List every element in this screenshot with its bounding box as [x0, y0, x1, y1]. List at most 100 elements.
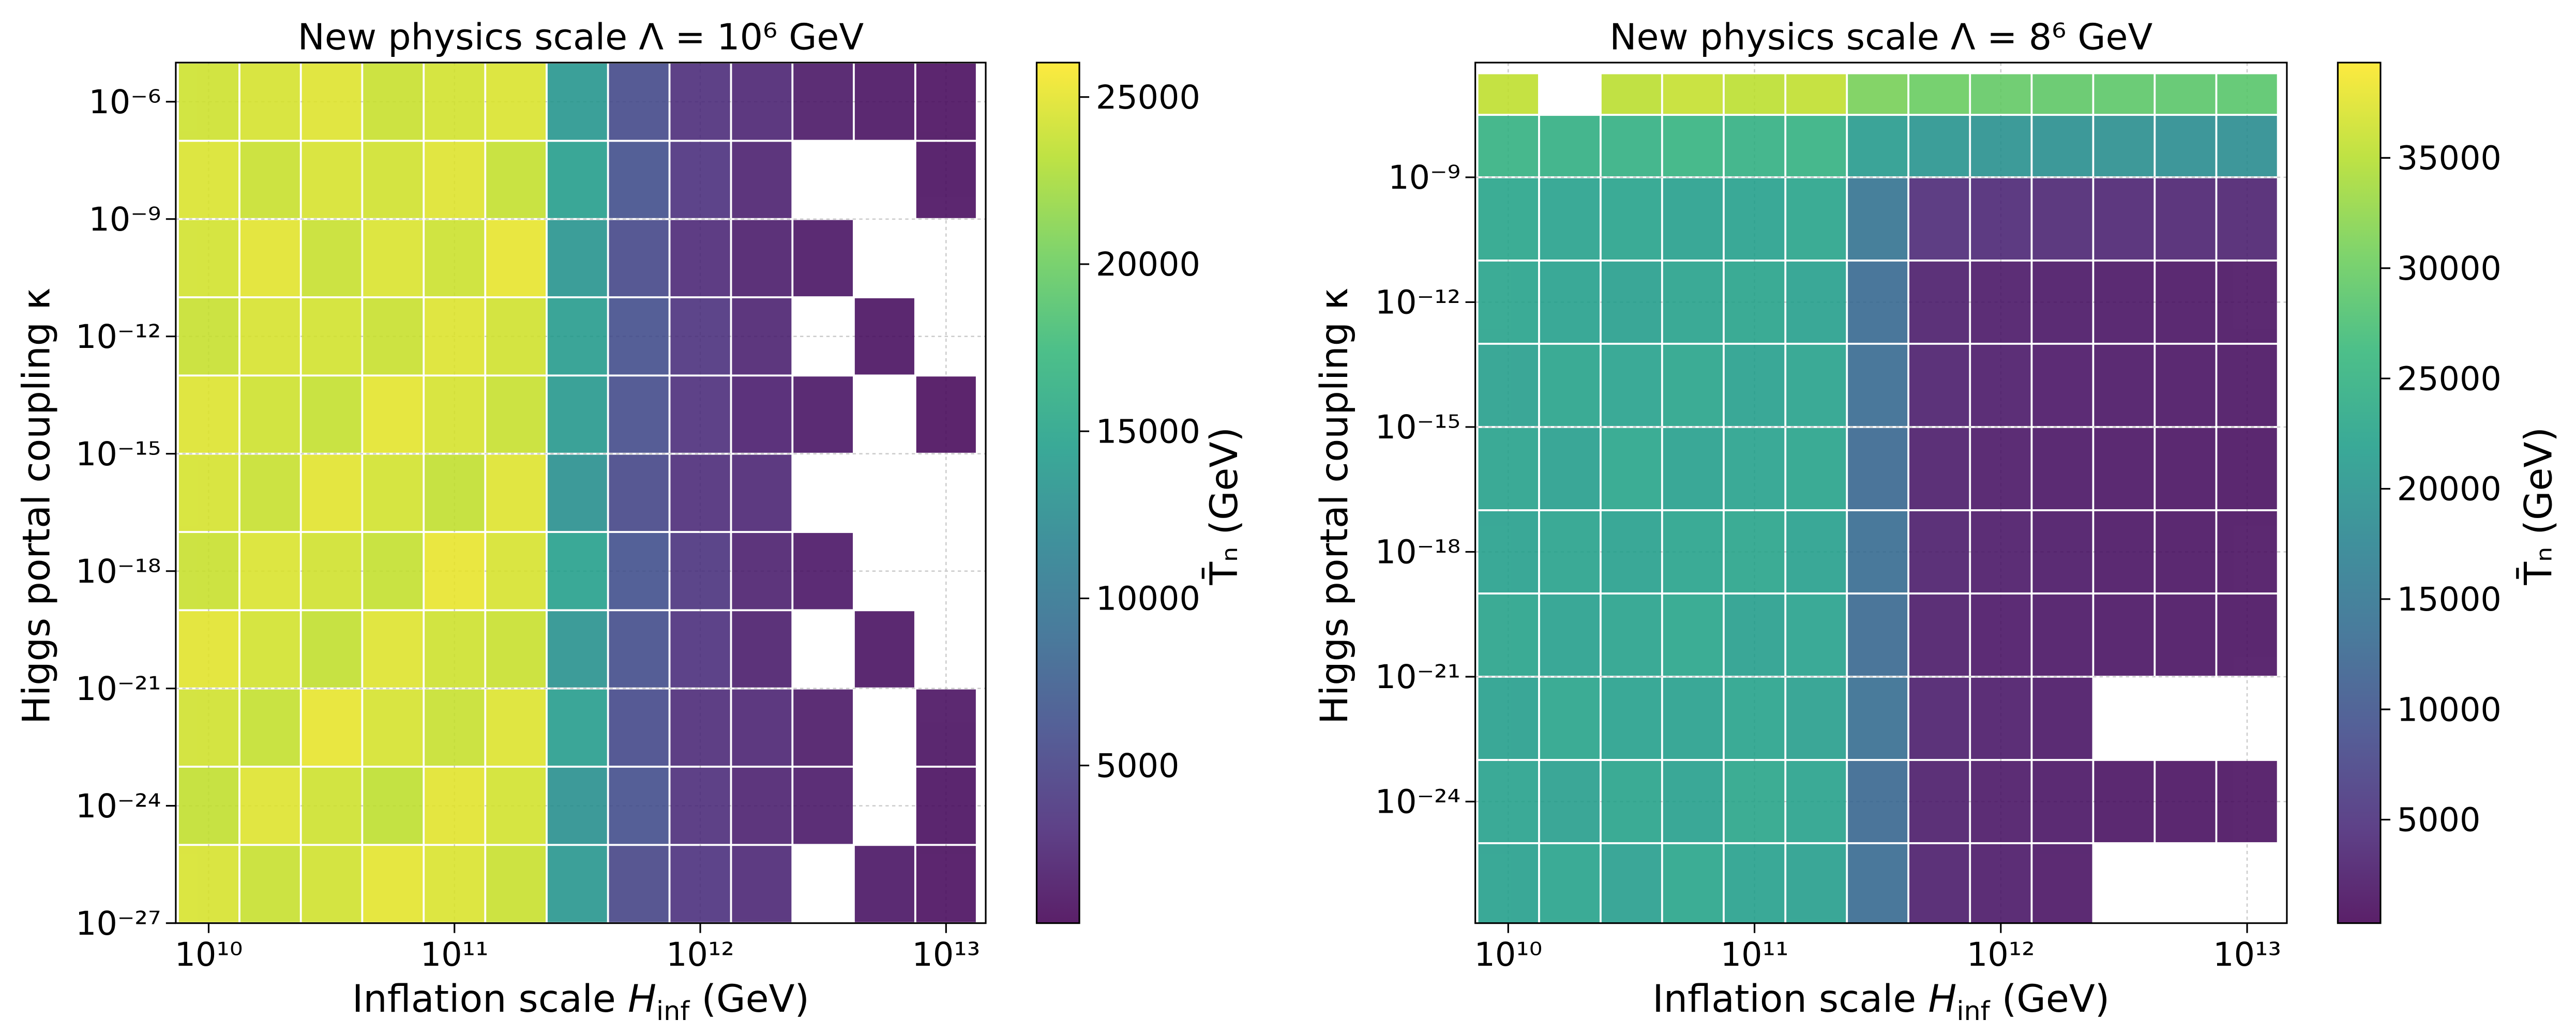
- data-cell: [486, 376, 546, 453]
- data-cell: [2094, 428, 2154, 510]
- data-cell: [1786, 178, 1846, 260]
- data-cell: [178, 689, 239, 766]
- data-cell: [609, 142, 669, 218]
- data-cell: [1601, 594, 1661, 676]
- data-cell: [1478, 116, 1539, 177]
- data-cell: [240, 767, 300, 844]
- data-cell: [1724, 428, 1785, 510]
- data-cell: [240, 689, 300, 766]
- data-cell: [2094, 344, 2154, 427]
- colorbar: [2338, 63, 2381, 923]
- data-cell: [1971, 677, 2031, 759]
- data-cell: [363, 689, 423, 766]
- data-cell: [486, 142, 546, 218]
- data-cell: [363, 298, 423, 375]
- data-cell: [1971, 116, 2031, 177]
- data-points: [178, 63, 976, 922]
- data-cell: [2156, 344, 2216, 427]
- data-cell: [1848, 594, 1908, 676]
- data-cell: [486, 689, 546, 766]
- data-cell: [1848, 844, 1908, 923]
- data-cell: [363, 846, 423, 922]
- data-cell: [854, 846, 914, 922]
- colorbar-frame: [2337, 62, 2382, 924]
- data-cell: [302, 142, 361, 218]
- data-cell: [178, 767, 239, 844]
- data-cell: [1848, 511, 1908, 593]
- data-cell: [609, 767, 669, 844]
- y-axis-label: Higgs portal coupling κ: [14, 288, 58, 724]
- data-cell: [363, 220, 423, 297]
- data-cell: [732, 142, 792, 218]
- x-tick-label: 10¹²: [1967, 935, 2035, 973]
- data-cell: [1663, 344, 1723, 427]
- x-tick-label: 10¹⁰: [1474, 935, 1542, 973]
- chart-title: New physics scale Λ = 8⁶ GeV: [1609, 17, 2152, 58]
- data-cell: [609, 63, 669, 140]
- data-cell: [425, 63, 485, 140]
- data-cell: [732, 846, 792, 922]
- data-cell: [1848, 261, 1908, 343]
- colorbar-tick-label: 5000: [2397, 801, 2481, 839]
- data-cell: [302, 532, 361, 610]
- colorbar-label: T̄ₙ (GeV): [1202, 427, 1246, 585]
- data-cell: [854, 63, 914, 140]
- data-cell: [486, 298, 546, 375]
- data-cell: [1663, 594, 1723, 676]
- data-cell: [1971, 428, 2031, 510]
- data-cell: [1663, 428, 1723, 510]
- data-cell: [1848, 116, 1908, 177]
- x-axis-label-part: H: [628, 977, 656, 1021]
- y-tick-label: 10⁻⁹: [89, 200, 161, 238]
- data-cell: [732, 611, 792, 688]
- x-axis-label-part: H: [1928, 977, 1956, 1021]
- data-cell: [1663, 116, 1723, 177]
- data-cell: [1848, 178, 1908, 260]
- y-tick-label: 10⁻¹⁵: [1375, 408, 1460, 446]
- data-cell: [1601, 116, 1661, 177]
- data-cell: [916, 63, 976, 140]
- data-cell: [1478, 760, 1539, 843]
- data-cell: [1909, 116, 1969, 177]
- data-cell: [670, 220, 730, 297]
- data-cell: [240, 376, 300, 453]
- plot-frame: [175, 62, 987, 924]
- data-cell: [2094, 261, 2154, 343]
- data-cell: [732, 532, 792, 610]
- data-cell: [1601, 178, 1661, 260]
- data-cell: [1724, 760, 1785, 843]
- y-tick-label: 10⁻²⁷: [76, 904, 161, 942]
- data-cell: [2032, 760, 2092, 843]
- data-cell: [178, 846, 239, 922]
- data-cell: [732, 63, 792, 140]
- data-cell: [1540, 344, 1600, 427]
- data-cell: [1478, 261, 1539, 343]
- colorbar-tick-label: 5000: [1096, 747, 1180, 785]
- x-axis-label-part: Inflation scale: [352, 977, 628, 1021]
- data-cell: [1478, 677, 1539, 759]
- data-cell: [732, 689, 792, 766]
- data-cell: [1478, 74, 1539, 114]
- data-cell: [1724, 261, 1785, 343]
- data-cell: [302, 376, 361, 453]
- data-cell: [1971, 178, 2031, 260]
- data-cell: [2156, 594, 2216, 676]
- data-cell: [425, 454, 485, 531]
- data-cell: [1909, 261, 1969, 343]
- data-cell: [302, 63, 361, 140]
- chart-title: New physics scale Λ = 10⁶ GeV: [298, 17, 864, 58]
- data-cell: [425, 532, 485, 610]
- data-cell: [240, 611, 300, 688]
- x-axis-label-part: Inflation scale: [1652, 977, 1928, 1021]
- data-cell: [1724, 844, 1785, 923]
- data-cell: [732, 298, 792, 375]
- y-tick-label: 10⁻¹⁵: [76, 435, 161, 473]
- data-cell: [2032, 116, 2092, 177]
- data-cell: [302, 846, 361, 922]
- data-cell: [486, 454, 546, 531]
- data-cell: [1601, 344, 1661, 427]
- x-tick-label: 10¹¹: [1721, 935, 1789, 973]
- data-cell: [363, 63, 423, 140]
- data-cell: [302, 611, 361, 688]
- data-cell: [2217, 261, 2277, 343]
